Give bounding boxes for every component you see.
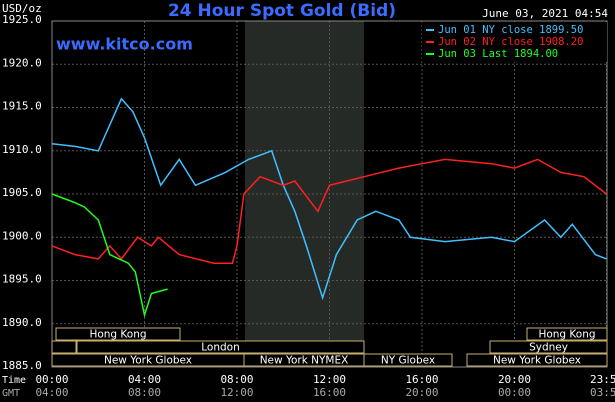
x-tick-label: 04:00 — [128, 373, 161, 386]
x2-tick-label: 12:00 — [220, 386, 253, 399]
y-tick-label: 1910.0 — [2, 143, 42, 156]
x2-axis-label: GMT — [2, 388, 20, 399]
session-label: New York Globex — [104, 355, 192, 367]
x-axis-label: Time — [2, 375, 26, 386]
x2-tick-label: 04:00 — [35, 386, 68, 399]
y-tick-label: 1905.0 — [2, 186, 42, 199]
session-box — [526, 327, 608, 341]
x2-tick-label: 20:00 — [405, 386, 438, 399]
session-empty — [51, 340, 77, 354]
x2-tick-label: 16:00 — [313, 386, 346, 399]
y-tick-label: 1920.0 — [2, 56, 42, 69]
session-label: Hong Kong — [89, 329, 146, 341]
y-tick-label: 1890.0 — [2, 316, 42, 329]
y-tick-label: 1915.0 — [2, 100, 42, 113]
legend-label: Jun 03 Last 1894.00 — [438, 48, 558, 60]
session-label: London — [201, 342, 240, 354]
session-label: Sydney — [529, 342, 568, 354]
x-tick-label: 16:00 — [405, 373, 438, 386]
y-tick-label: 1900.0 — [2, 229, 42, 242]
y-tick-label: 1885.0 — [2, 359, 42, 372]
x2-tick-label: 03:59 — [590, 386, 615, 399]
legend-label: Jun 01 NY close 1899.50 — [438, 24, 583, 36]
session-label: New York NYMEX — [260, 355, 349, 367]
x2-tick-label: 08:00 — [128, 386, 161, 399]
session-box — [489, 340, 608, 354]
x-tick-label: 20:00 — [498, 373, 531, 386]
x-tick-label: 12:00 — [313, 373, 346, 386]
x2-tick-label: 00:00 — [498, 386, 531, 399]
chart-title: 24 Hour Spot Gold (Bid) — [168, 1, 396, 21]
session-box — [55, 327, 181, 341]
session-box — [466, 353, 608, 367]
legend-box — [422, 22, 607, 62]
session-label: Hong Kong — [538, 329, 595, 341]
x-tick-label: 23:59 — [590, 373, 615, 386]
session-box — [363, 353, 453, 367]
website: www.kitco.com — [56, 35, 193, 54]
y-tick-label: 1895.0 — [2, 273, 42, 286]
x-tick-label: 00:00 — [35, 373, 68, 386]
series-line — [51, 193, 168, 319]
y-tick-label: 1925.0 — [2, 13, 42, 26]
legend-label: Jun 02 NY close 1908.20 — [438, 36, 583, 48]
session-label: New York Globex — [493, 355, 581, 367]
series-line — [51, 158, 607, 264]
x-tick-label: 08:00 — [220, 373, 253, 386]
y-axis-label: USD/oz — [2, 2, 42, 15]
series-line — [51, 97, 607, 301]
session-box — [76, 340, 365, 354]
session-label: NY Globex — [381, 355, 435, 367]
timestamp: June 03, 2021 04:54 — [482, 7, 608, 20]
